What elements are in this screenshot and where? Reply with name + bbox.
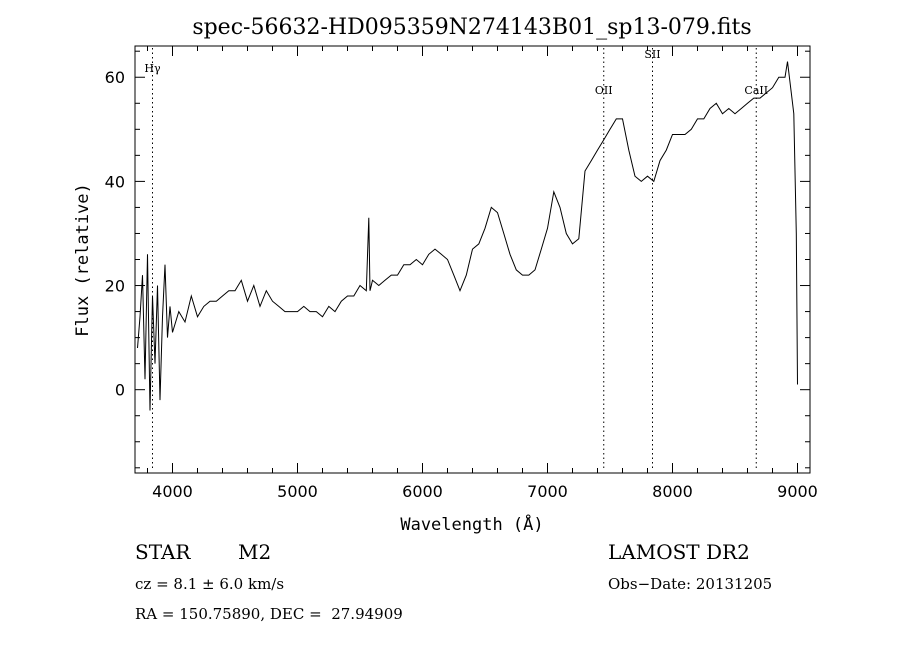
y-tick-label: 0: [115, 381, 125, 400]
spectral-line-label: OII: [595, 84, 613, 97]
x-tick-label: 4000: [152, 482, 193, 501]
x-tick-label: 5000: [277, 482, 318, 501]
object-subclass: M2: [238, 540, 272, 564]
x-tick-label: 9000: [777, 482, 818, 501]
x-axis-label: Wavelength (Å): [400, 513, 543, 535]
y-tick-label: 60: [105, 68, 125, 87]
y-axis-label: Flux (relative): [73, 183, 93, 337]
object-class: STAR: [135, 540, 191, 564]
chart-title: spec-56632-HD095359N274143B01_sp13-079.f…: [192, 15, 751, 40]
survey-name: LAMOST DR2: [608, 540, 750, 564]
y-tick-label: 40: [105, 172, 125, 191]
spectrum-line: [137, 61, 798, 411]
ra-dec-coordinates: RA = 150.75890, DEC = 27.94909: [135, 605, 403, 623]
x-tick-label: 6000: [402, 482, 443, 501]
x-tick-label: 7000: [527, 482, 568, 501]
y-tick-label: 20: [105, 277, 125, 296]
observation-date: Obs−Date: 20131205: [608, 575, 773, 593]
spectral-line-label: SII: [644, 48, 660, 61]
redshift-cz: cz = 8.1 ± 6.0 km/s: [135, 575, 285, 593]
spectral-line-label: CaII: [744, 84, 768, 97]
spectral-line-label: Hγ: [144, 62, 161, 75]
x-tick-label: 8000: [652, 482, 693, 501]
